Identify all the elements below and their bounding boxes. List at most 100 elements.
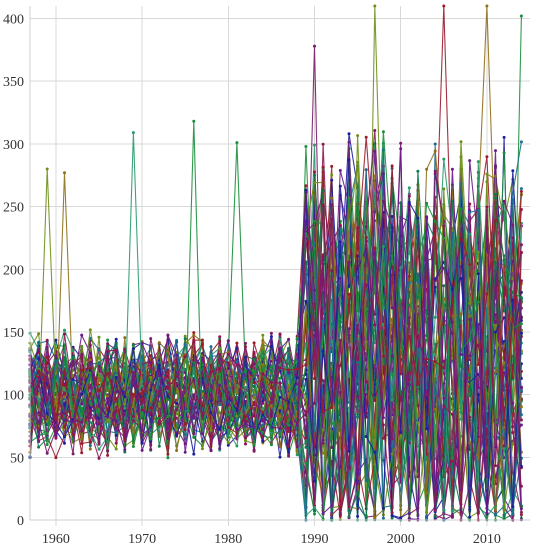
data-point (261, 435, 265, 438)
data-point (175, 449, 179, 452)
data-point (330, 164, 334, 168)
data-point (114, 337, 118, 341)
data-point (356, 360, 360, 364)
data-point (269, 413, 273, 417)
data-point (157, 394, 161, 398)
data-point (269, 411, 273, 415)
data-point (433, 277, 437, 281)
data-point (200, 447, 204, 451)
data-point (166, 369, 170, 373)
data-point (63, 383, 66, 387)
data-point (390, 444, 394, 448)
data-point (192, 378, 196, 382)
series-line (29, 135, 522, 515)
data-point (494, 149, 497, 153)
y-tick-label: 250 (3, 201, 24, 216)
data-point (278, 406, 282, 410)
data-point (114, 390, 118, 394)
data-point (63, 388, 66, 392)
data-point (494, 174, 497, 178)
data-point (356, 246, 360, 250)
data-point (347, 515, 351, 519)
data-point (209, 393, 213, 397)
data-point (399, 147, 403, 151)
data-point (416, 381, 420, 385)
data-point (321, 303, 325, 307)
data-point (468, 338, 472, 342)
data-point (468, 441, 472, 445)
data-point (80, 392, 84, 396)
data-point (261, 367, 265, 371)
data-point (88, 440, 92, 444)
data-point (252, 414, 256, 418)
data-point (235, 391, 239, 395)
data-point (45, 432, 49, 435)
data-point (175, 428, 179, 432)
data-point (295, 445, 299, 449)
data-point (364, 368, 368, 372)
data-point (356, 309, 360, 313)
data-point (88, 416, 92, 420)
data-point (54, 418, 58, 421)
data-point (519, 507, 523, 511)
data-point (347, 158, 351, 162)
data-point (442, 297, 446, 301)
data-point (192, 338, 196, 342)
data-point (442, 157, 446, 161)
data-point (399, 460, 403, 464)
data-point (407, 334, 411, 338)
data-point (304, 363, 308, 367)
data-point (80, 377, 84, 381)
data-point (381, 423, 385, 427)
data-point (476, 323, 480, 326)
data-point (183, 355, 187, 358)
data-point (63, 328, 66, 332)
data-point (494, 324, 497, 327)
data-point (485, 372, 489, 376)
data-point (468, 374, 472, 378)
data-point (183, 371, 187, 375)
data-point (114, 447, 118, 451)
data-point (269, 369, 273, 373)
data-point (459, 140, 463, 144)
data-point (502, 254, 506, 258)
data-point (226, 443, 230, 447)
data-point (313, 181, 316, 185)
data-point (175, 375, 179, 379)
series-line (29, 186, 522, 519)
data-point (338, 513, 342, 517)
data-point (485, 180, 489, 184)
data-point (149, 425, 153, 429)
data-point (313, 247, 316, 251)
data-point (88, 385, 92, 389)
data-point (97, 442, 101, 446)
data-point (226, 441, 230, 445)
data-point (252, 357, 256, 361)
data-point (37, 348, 41, 351)
data-point (80, 451, 84, 455)
data-point (381, 516, 385, 520)
series-line (29, 190, 522, 518)
data-point (416, 334, 420, 338)
data-point (502, 418, 506, 422)
data-point (106, 453, 110, 457)
data-point (235, 428, 239, 432)
data-point (347, 327, 351, 331)
data-point (356, 482, 360, 486)
data-point (80, 412, 84, 416)
data-point (140, 408, 144, 412)
data-point (304, 428, 308, 432)
data-point (347, 284, 351, 288)
data-point (123, 336, 127, 340)
data-point (433, 149, 437, 153)
data-point (63, 355, 66, 359)
data-point (364, 390, 368, 394)
data-point (425, 491, 429, 495)
data-point (381, 306, 385, 310)
data-point (485, 205, 489, 209)
data-point (399, 298, 403, 302)
data-point (304, 232, 308, 236)
data-point (71, 433, 75, 437)
data-point (278, 455, 282, 459)
data-point (476, 300, 480, 304)
